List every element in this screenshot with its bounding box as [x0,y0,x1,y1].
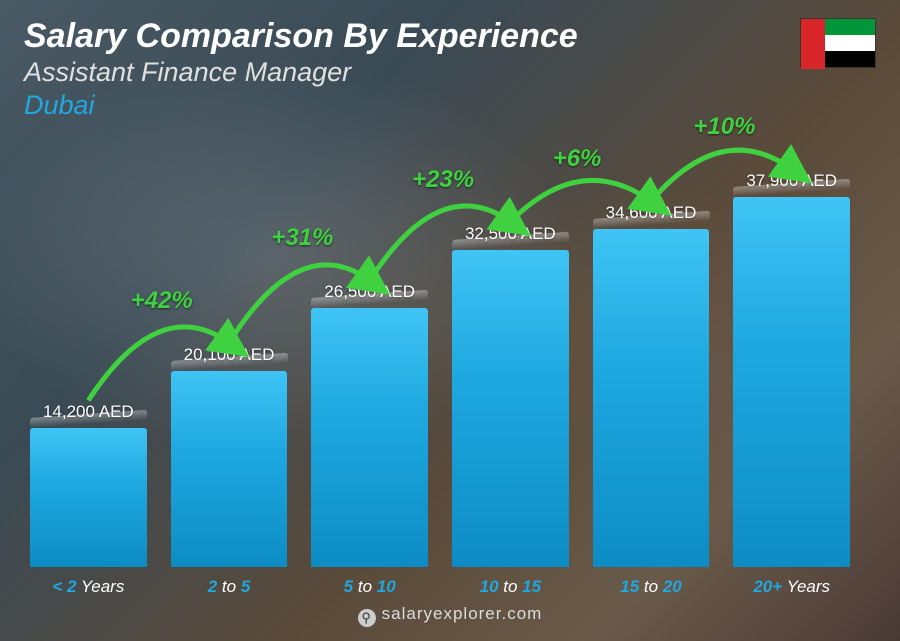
bar [30,428,147,567]
bar-x-label: 20+ Years [753,577,830,597]
growth-badge: +6% [553,145,602,173]
bar [733,197,850,567]
growth-badge: +23% [412,166,474,194]
bar-group: 34,600 AED15 to 20 [593,203,710,567]
bar-x-label: 10 to 15 [480,577,541,597]
bar [171,371,288,567]
bar [593,229,710,567]
growth-badge: +31% [271,224,333,252]
bar-x-label: 5 to 10 [344,577,396,597]
bar-x-label: < 2 Years [52,577,124,597]
bar-group: 32,500 AED10 to 15 [452,224,569,567]
bar-group: 37,900 AED20+ Years [733,171,850,567]
bar-group: 26,500 AED5 to 10 [311,282,428,567]
bar-group: 14,200 AED< 2 Years [30,402,147,567]
uae-flag-icon [800,18,876,68]
footer-text: salaryexplorer.com [382,604,543,623]
subtitle: Assistant Finance Manager [24,57,578,88]
bar-group: 20,100 AED2 to 5 [171,345,288,567]
bar-x-label: 15 to 20 [620,577,681,597]
bar [311,308,428,567]
page-title: Salary Comparison By Experience [24,18,578,55]
magnify-icon: ⚲ [358,609,376,627]
footer: ⚲ salaryexplorer.com [0,604,900,627]
growth-badge: +10% [693,113,755,141]
bar [452,250,569,567]
growth-badge: +42% [131,287,193,315]
bar-x-label: 2 to 5 [208,577,251,597]
